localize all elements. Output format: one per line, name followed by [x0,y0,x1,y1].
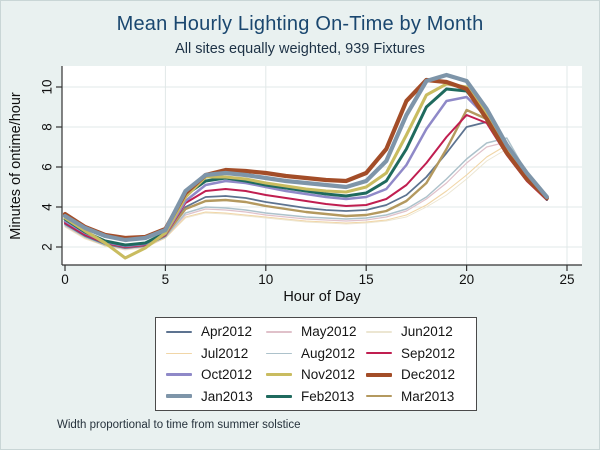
x-tick-label: 20 [459,272,474,287]
legend-label-aug2012: Aug2012 [301,345,356,361]
x-axis-title: Hour of Day [283,289,361,305]
legend-label-dec2012: Dec2012 [401,367,456,383]
y-tick-label: 10 [40,79,55,94]
legend-label-may2012: May2012 [301,324,357,340]
x-tick-label: 10 [258,272,273,287]
legend-label-apr2012: Apr2012 [201,324,253,340]
x-tick-label: 0 [61,272,69,287]
y-tick-label: 4 [40,203,55,211]
legend-item-jan2013: Jan2013 [166,386,266,407]
y-tick-label: 6 [40,163,55,171]
legend-swatch-apr2012 [166,330,192,333]
legend-label-jan2013: Jan2013 [201,388,253,404]
legend-item-mar2013: Mar2013 [366,386,466,407]
legend-label-mar2013: Mar2013 [401,388,455,404]
tick-labels: 2 4 6 8 10 0 5 10 15 20 25 [40,79,575,287]
legend-item-may2012: May2012 [266,321,366,342]
footnote: Width proportional to time from summer s… [57,419,301,431]
x-tick-label: 15 [359,272,374,287]
legend-item-jul2012: Jul2012 [166,343,266,364]
x-tick-label: 25 [559,272,574,287]
series-line-jan2013 [62,72,550,243]
legend-label-oct2012: Oct2012 [201,367,253,383]
legend-item-feb2013: Feb2013 [266,386,366,407]
legend-item-nov2012: Nov2012 [266,364,366,385]
legend-swatch-mar2013 [366,394,392,398]
legend-label-nov2012: Nov2012 [301,367,356,383]
series-lines [62,72,550,260]
legend-item-apr2012: Apr2012 [166,321,266,342]
legend-box: Apr2012 May2012 Jun2012 Jul2012 Aug2012 Sep20… [155,317,477,411]
axes [56,66,582,271]
legend-label-jun2012: Jun2012 [401,324,453,340]
y-tick-label: 8 [40,123,55,131]
legend-item-dec2012: Dec2012 [366,364,466,385]
y-tick-label: 2 [40,243,55,251]
legend-swatch-aug2012 [266,352,292,355]
legend-item-sep2012: Sep2012 [366,343,466,364]
chart-subtitle: All sites equally weighted, 939 Fixtures [175,41,425,57]
y-axis-title: Minutes of ontime/hour [8,92,24,240]
legend-swatch-dec2012 [366,372,392,377]
legend-swatch-jul2012 [166,352,192,355]
legend-item-aug2012: Aug2012 [266,343,366,364]
legend-swatch-may2012 [266,331,292,333]
legend-swatch-nov2012 [266,373,292,377]
legend-swatch-oct2012 [166,373,192,376]
legend-label-jul2012: Jul2012 [201,345,249,361]
legend-item-jun2012: Jun2012 [366,321,466,342]
plot-area [62,66,582,265]
legend-item-oct2012: Oct2012 [166,364,266,385]
legend-swatch-jan2013 [166,393,192,399]
legend-swatch-jun2012 [366,331,392,333]
legend-swatch-sep2012 [366,352,392,355]
x-tick-label: 5 [162,272,170,287]
chart-title: Mean Hourly Lighting On-Time by Month [116,13,484,35]
legend-swatch-feb2013 [266,394,292,398]
legend-label-feb2013: Feb2013 [301,388,355,404]
legend-label-sep2012: Sep2012 [401,345,456,361]
